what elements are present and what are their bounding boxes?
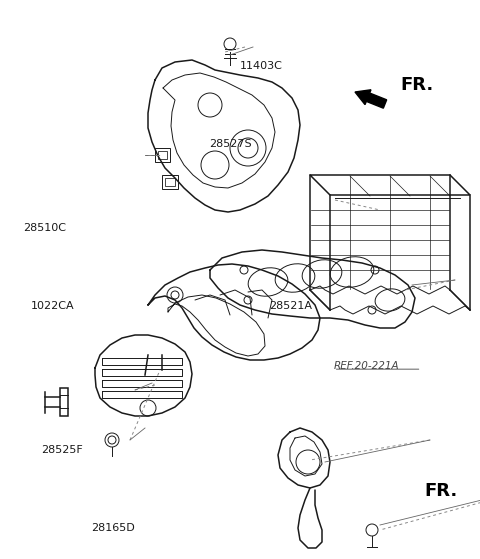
Text: 28165D: 28165D xyxy=(91,523,134,533)
Text: 11403C: 11403C xyxy=(240,61,283,71)
Text: FR.: FR. xyxy=(400,76,433,94)
Text: 1022CA: 1022CA xyxy=(31,301,75,311)
Text: 28527S: 28527S xyxy=(209,139,252,149)
Text: 28521A: 28521A xyxy=(269,301,312,311)
Text: 28525F: 28525F xyxy=(41,445,83,455)
Circle shape xyxy=(171,291,179,299)
Text: REF.20-221A: REF.20-221A xyxy=(334,361,399,371)
Text: 28510C: 28510C xyxy=(23,223,66,233)
FancyArrow shape xyxy=(355,90,387,108)
Text: FR.: FR. xyxy=(425,482,458,500)
